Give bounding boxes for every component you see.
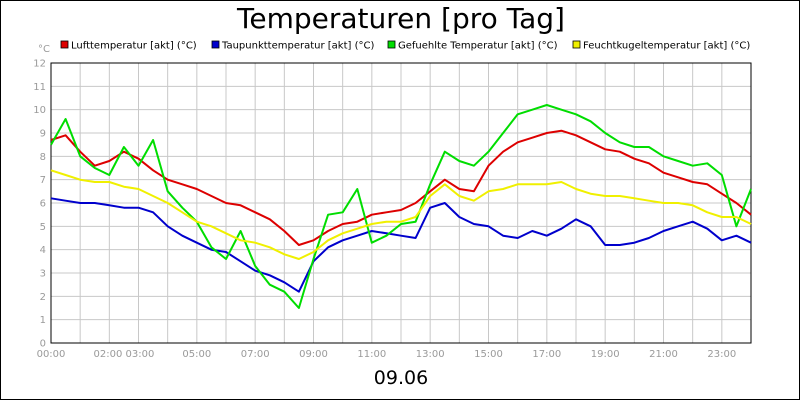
y-tick-label: 9 [40,129,46,140]
legend-item: Gefuehlte Temperatur [akt] (°C) [387,40,558,52]
y-tick-label: 8 [40,152,46,163]
legend-swatch [572,40,581,49]
legend-swatch [387,40,396,49]
y-unit-label: °C [38,44,50,55]
y-tick-label: 10 [33,105,46,116]
x-tick-label: 11:00 [357,349,386,360]
x-tick-label: 21:00 [649,349,678,360]
series-line-1 [50,197,752,293]
series-layer [50,104,752,309]
y-tick-label: 11 [33,82,46,93]
x-tick-label: 23:00 [707,349,736,360]
legend-label: Lufttemperatur [akt] (°C) [71,41,197,52]
x-tick-label: 09:00 [299,349,328,360]
y-tick-label: 3 [40,269,46,280]
y-tick-label: 6 [40,199,46,210]
series-line-3 [50,169,752,260]
y-tick-label: 5 [40,222,46,233]
legend-swatch [211,40,220,49]
legend-label: Feuchtkugeltemperatur [akt] (°C) [583,41,750,52]
grid [51,62,751,344]
plot-area-border [50,62,752,344]
legend-label: Gefuehlte Temperatur [akt] (°C) [398,41,558,52]
series-line-0 [50,129,752,246]
x-tick-label: 07:00 [241,349,270,360]
x-tick-label: 19:00 [591,349,620,360]
y-tick-label: 4 [40,245,46,256]
y-tick-label: 2 [40,292,46,303]
y-tick-label: 0 [40,339,46,350]
legend: Lufttemperatur [akt] (°C) Taupunkttempera… [60,40,750,52]
chart-title: Temperaturen [pro Tag] [237,2,565,35]
legend-swatch [60,40,69,49]
x-tick-label: 15:00 [474,349,503,360]
x-tick-label: 13:00 [416,349,445,360]
x-tick-label: 00:00 [37,349,66,360]
legend-item: Lufttemperatur [akt] (°C) [60,40,197,52]
legend-label: Taupunkttemperatur [akt] (°C) [221,41,374,52]
date-label: 09.06 [373,367,429,389]
y-tick-label: 12 [33,59,46,70]
x-tick-label: 05:00 [182,349,211,360]
y-tick-label: 1 [40,315,46,326]
x-tick-label: 02:00 03:00 [94,349,155,360]
legend-item: Taupunkttemperatur [akt] (°C) [211,40,374,52]
x-tick-label: 17:00 [532,349,561,360]
y-tick-label: 7 [40,175,46,186]
legend-item: Feuchtkugeltemperatur [akt] (°C) [572,40,750,52]
x-axis: 00:00 02:00 03:00 05:00 07:00 09:00 11:00 13:0… [37,349,737,360]
series-line-2 [50,104,752,309]
